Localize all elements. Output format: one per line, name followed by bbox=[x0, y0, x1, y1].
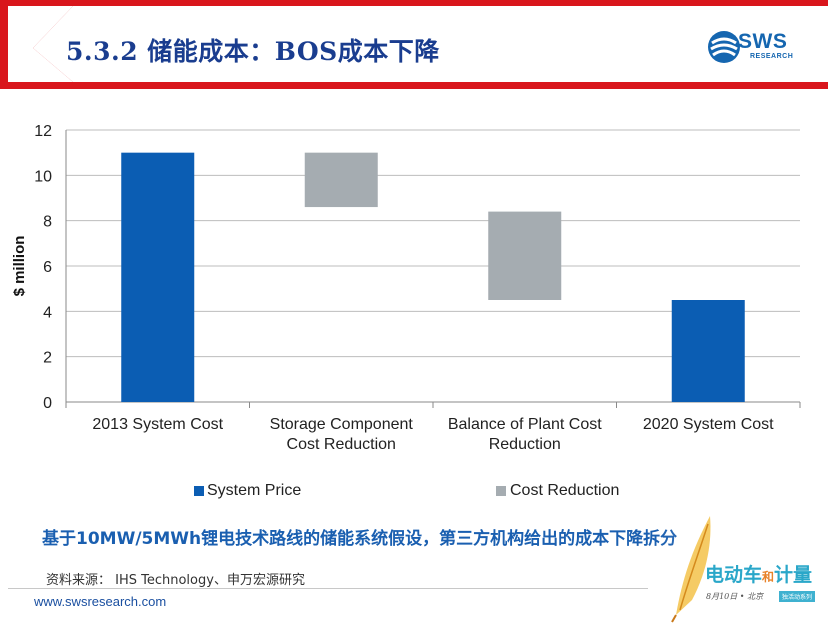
watermark-title: 电动车和计量 bbox=[705, 560, 812, 587]
logo-name: SWS bbox=[738, 30, 788, 53]
sws-logo-icon bbox=[708, 31, 740, 63]
bar-3 bbox=[488, 211, 562, 300]
legend-label-cost-reduction: Cost Reduction bbox=[510, 482, 620, 499]
y-tick-label: 0 bbox=[43, 395, 52, 412]
watermark-title-b: 计量 bbox=[774, 564, 813, 586]
bar-2 bbox=[304, 152, 378, 208]
source-text: 资料来源： IHS Technology、申万宏源研究 bbox=[46, 573, 305, 588]
y-tick-label: 2 bbox=[43, 350, 52, 367]
watermark-title-he: 和 bbox=[762, 570, 775, 584]
x-category-label: Storage Component bbox=[270, 416, 414, 433]
waterfall-chart: 0 2 4 6 8 10 12 $ million 2013 System Cost Storag… bbox=[11, 123, 801, 453]
watermark-tag: 独活动系列 bbox=[779, 591, 816, 602]
header-banner bbox=[0, 0, 828, 89]
x-category-label: Reduction bbox=[489, 436, 561, 453]
y-tick-label: 10 bbox=[34, 168, 52, 185]
chart-note: 基于10MW/5MWh锂电技术路线的储能系统假设，第三方机构给出的成本下降拆分 bbox=[42, 529, 678, 549]
watermark-date: 8月10日 • 北京 bbox=[706, 592, 764, 601]
y-tick-label: 8 bbox=[43, 214, 52, 231]
y-tick-label: 6 bbox=[43, 259, 52, 276]
logo-subtitle: RESEARCH bbox=[750, 53, 794, 60]
y-axis-label: $ million bbox=[11, 236, 28, 297]
footer-divider bbox=[8, 588, 648, 589]
page-title: 5.3.2 储能成本：BOS成本下降 bbox=[66, 37, 440, 66]
legend-swatch-system-price bbox=[194, 486, 204, 496]
x-category-label: Cost Reduction bbox=[287, 436, 396, 453]
legend-label-system-price: System Price bbox=[207, 482, 302, 499]
legend-swatch-cost-reduction bbox=[496, 486, 506, 496]
footer-url[interactable]: www.swsresearch.com bbox=[34, 594, 167, 609]
y-tick-label: 12 bbox=[34, 123, 52, 140]
note-fade-overlay bbox=[655, 520, 828, 554]
x-category-label: 2013 System Cost bbox=[92, 416, 223, 433]
y-tick-label: 4 bbox=[43, 304, 52, 321]
x-category-label: Balance of Plant Cost bbox=[448, 416, 602, 433]
feather-watermark-icon bbox=[671, 516, 711, 623]
bar-4 bbox=[671, 300, 745, 402]
x-category-label: 2020 System Cost bbox=[643, 416, 774, 433]
watermark-title-a: 电动车 bbox=[705, 564, 763, 586]
bar-1 bbox=[121, 152, 195, 402]
